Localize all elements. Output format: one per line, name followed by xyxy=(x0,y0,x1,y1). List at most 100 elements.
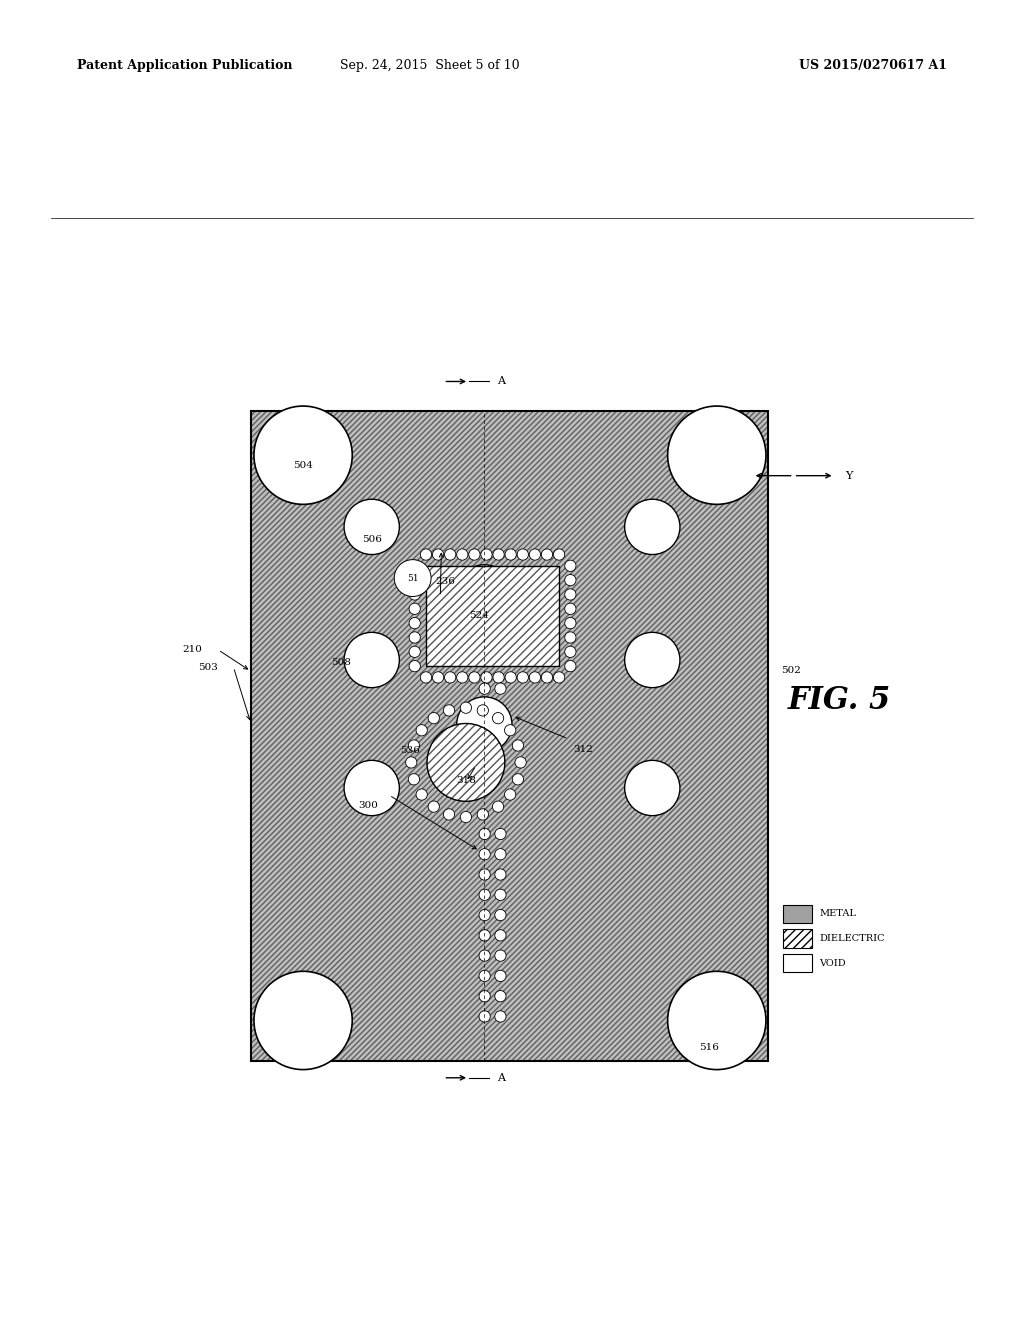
Circle shape xyxy=(409,660,420,672)
Circle shape xyxy=(428,713,439,723)
Text: 210: 210 xyxy=(182,645,203,655)
Circle shape xyxy=(479,990,490,1002)
Circle shape xyxy=(668,972,766,1069)
Circle shape xyxy=(505,672,516,682)
Circle shape xyxy=(625,760,680,816)
Circle shape xyxy=(420,672,432,682)
Circle shape xyxy=(479,909,490,921)
Circle shape xyxy=(479,829,490,840)
Circle shape xyxy=(409,647,420,657)
Text: Y: Y xyxy=(845,471,852,480)
Bar xyxy=(783,929,812,948)
Circle shape xyxy=(565,647,575,657)
Circle shape xyxy=(457,697,512,752)
Circle shape xyxy=(495,682,506,694)
Circle shape xyxy=(479,950,490,961)
Text: A: A xyxy=(497,1073,505,1082)
Circle shape xyxy=(493,801,504,812)
Circle shape xyxy=(505,789,516,800)
Circle shape xyxy=(565,574,575,586)
Circle shape xyxy=(493,672,504,682)
Circle shape xyxy=(416,725,427,735)
Circle shape xyxy=(477,705,488,715)
Circle shape xyxy=(512,774,523,785)
Circle shape xyxy=(469,549,480,560)
Circle shape xyxy=(409,632,420,643)
Circle shape xyxy=(505,549,516,560)
Circle shape xyxy=(479,682,490,694)
Circle shape xyxy=(432,549,443,560)
Circle shape xyxy=(493,713,504,723)
Circle shape xyxy=(495,849,506,859)
Circle shape xyxy=(409,589,420,601)
Circle shape xyxy=(428,801,439,812)
Circle shape xyxy=(457,565,512,620)
Circle shape xyxy=(565,603,575,614)
Text: 300: 300 xyxy=(358,801,379,810)
Text: VOID: VOID xyxy=(819,958,846,968)
Circle shape xyxy=(479,1011,490,1022)
Circle shape xyxy=(668,407,766,504)
Circle shape xyxy=(495,950,506,961)
Circle shape xyxy=(443,809,455,820)
Text: A: A xyxy=(497,376,505,387)
Circle shape xyxy=(495,890,506,900)
Text: FIG. 5: FIG. 5 xyxy=(788,685,891,717)
Circle shape xyxy=(254,407,352,504)
Circle shape xyxy=(625,632,680,688)
Circle shape xyxy=(495,829,506,840)
Circle shape xyxy=(495,929,506,941)
Circle shape xyxy=(512,741,523,751)
Text: 524: 524 xyxy=(469,611,489,620)
Circle shape xyxy=(477,809,488,820)
Text: X: X xyxy=(729,471,737,480)
Circle shape xyxy=(479,929,490,941)
Bar xyxy=(251,411,768,1061)
Circle shape xyxy=(495,1011,506,1022)
Circle shape xyxy=(565,660,575,672)
Circle shape xyxy=(427,723,505,801)
Circle shape xyxy=(461,812,471,822)
Circle shape xyxy=(542,672,553,682)
Circle shape xyxy=(479,869,490,880)
Bar xyxy=(426,566,559,667)
Circle shape xyxy=(479,849,490,859)
Text: 502: 502 xyxy=(780,665,801,675)
Text: 508: 508 xyxy=(331,657,351,667)
Circle shape xyxy=(495,990,506,1002)
Text: 536: 536 xyxy=(399,746,420,755)
Circle shape xyxy=(457,672,468,682)
Circle shape xyxy=(394,560,431,597)
Circle shape xyxy=(554,672,565,682)
Circle shape xyxy=(457,549,468,560)
Circle shape xyxy=(565,632,575,643)
Bar xyxy=(251,411,768,1061)
Circle shape xyxy=(409,618,420,628)
Text: 506: 506 xyxy=(361,535,382,544)
Circle shape xyxy=(409,774,420,785)
Text: 503: 503 xyxy=(198,663,218,672)
Circle shape xyxy=(443,705,455,715)
Circle shape xyxy=(517,549,528,560)
Circle shape xyxy=(420,549,432,560)
Circle shape xyxy=(344,760,399,816)
Circle shape xyxy=(409,560,420,572)
Circle shape xyxy=(529,549,541,560)
Circle shape xyxy=(479,970,490,982)
Circle shape xyxy=(529,672,541,682)
Text: Patent Application Publication: Patent Application Publication xyxy=(77,59,292,73)
Text: 236: 236 xyxy=(435,577,456,586)
Circle shape xyxy=(542,549,553,560)
Circle shape xyxy=(461,702,471,713)
Circle shape xyxy=(495,909,506,921)
Circle shape xyxy=(406,756,417,768)
Circle shape xyxy=(554,549,565,560)
Circle shape xyxy=(444,549,456,560)
Circle shape xyxy=(505,725,516,735)
Circle shape xyxy=(409,574,420,586)
Circle shape xyxy=(515,756,526,768)
Circle shape xyxy=(481,549,493,560)
Circle shape xyxy=(565,618,575,628)
Text: US 2015/0270617 A1: US 2015/0270617 A1 xyxy=(799,59,947,73)
Text: 504: 504 xyxy=(293,461,313,470)
